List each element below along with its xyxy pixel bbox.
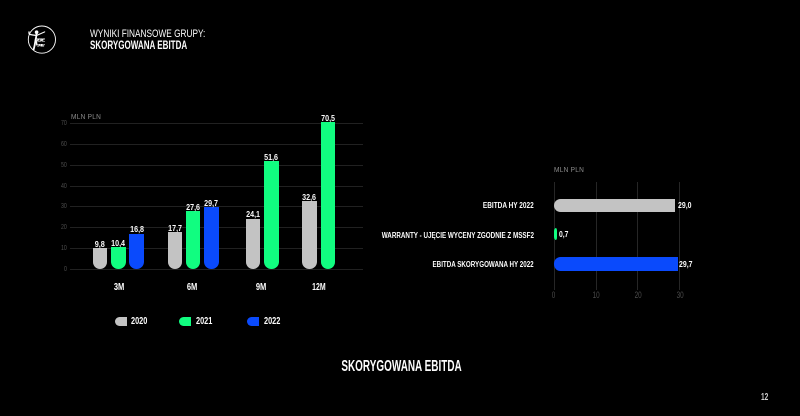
svg-text:PEOPLE: PEOPLE (36, 38, 45, 43)
svg-text:CAN FLY: CAN FLY (37, 43, 46, 47)
